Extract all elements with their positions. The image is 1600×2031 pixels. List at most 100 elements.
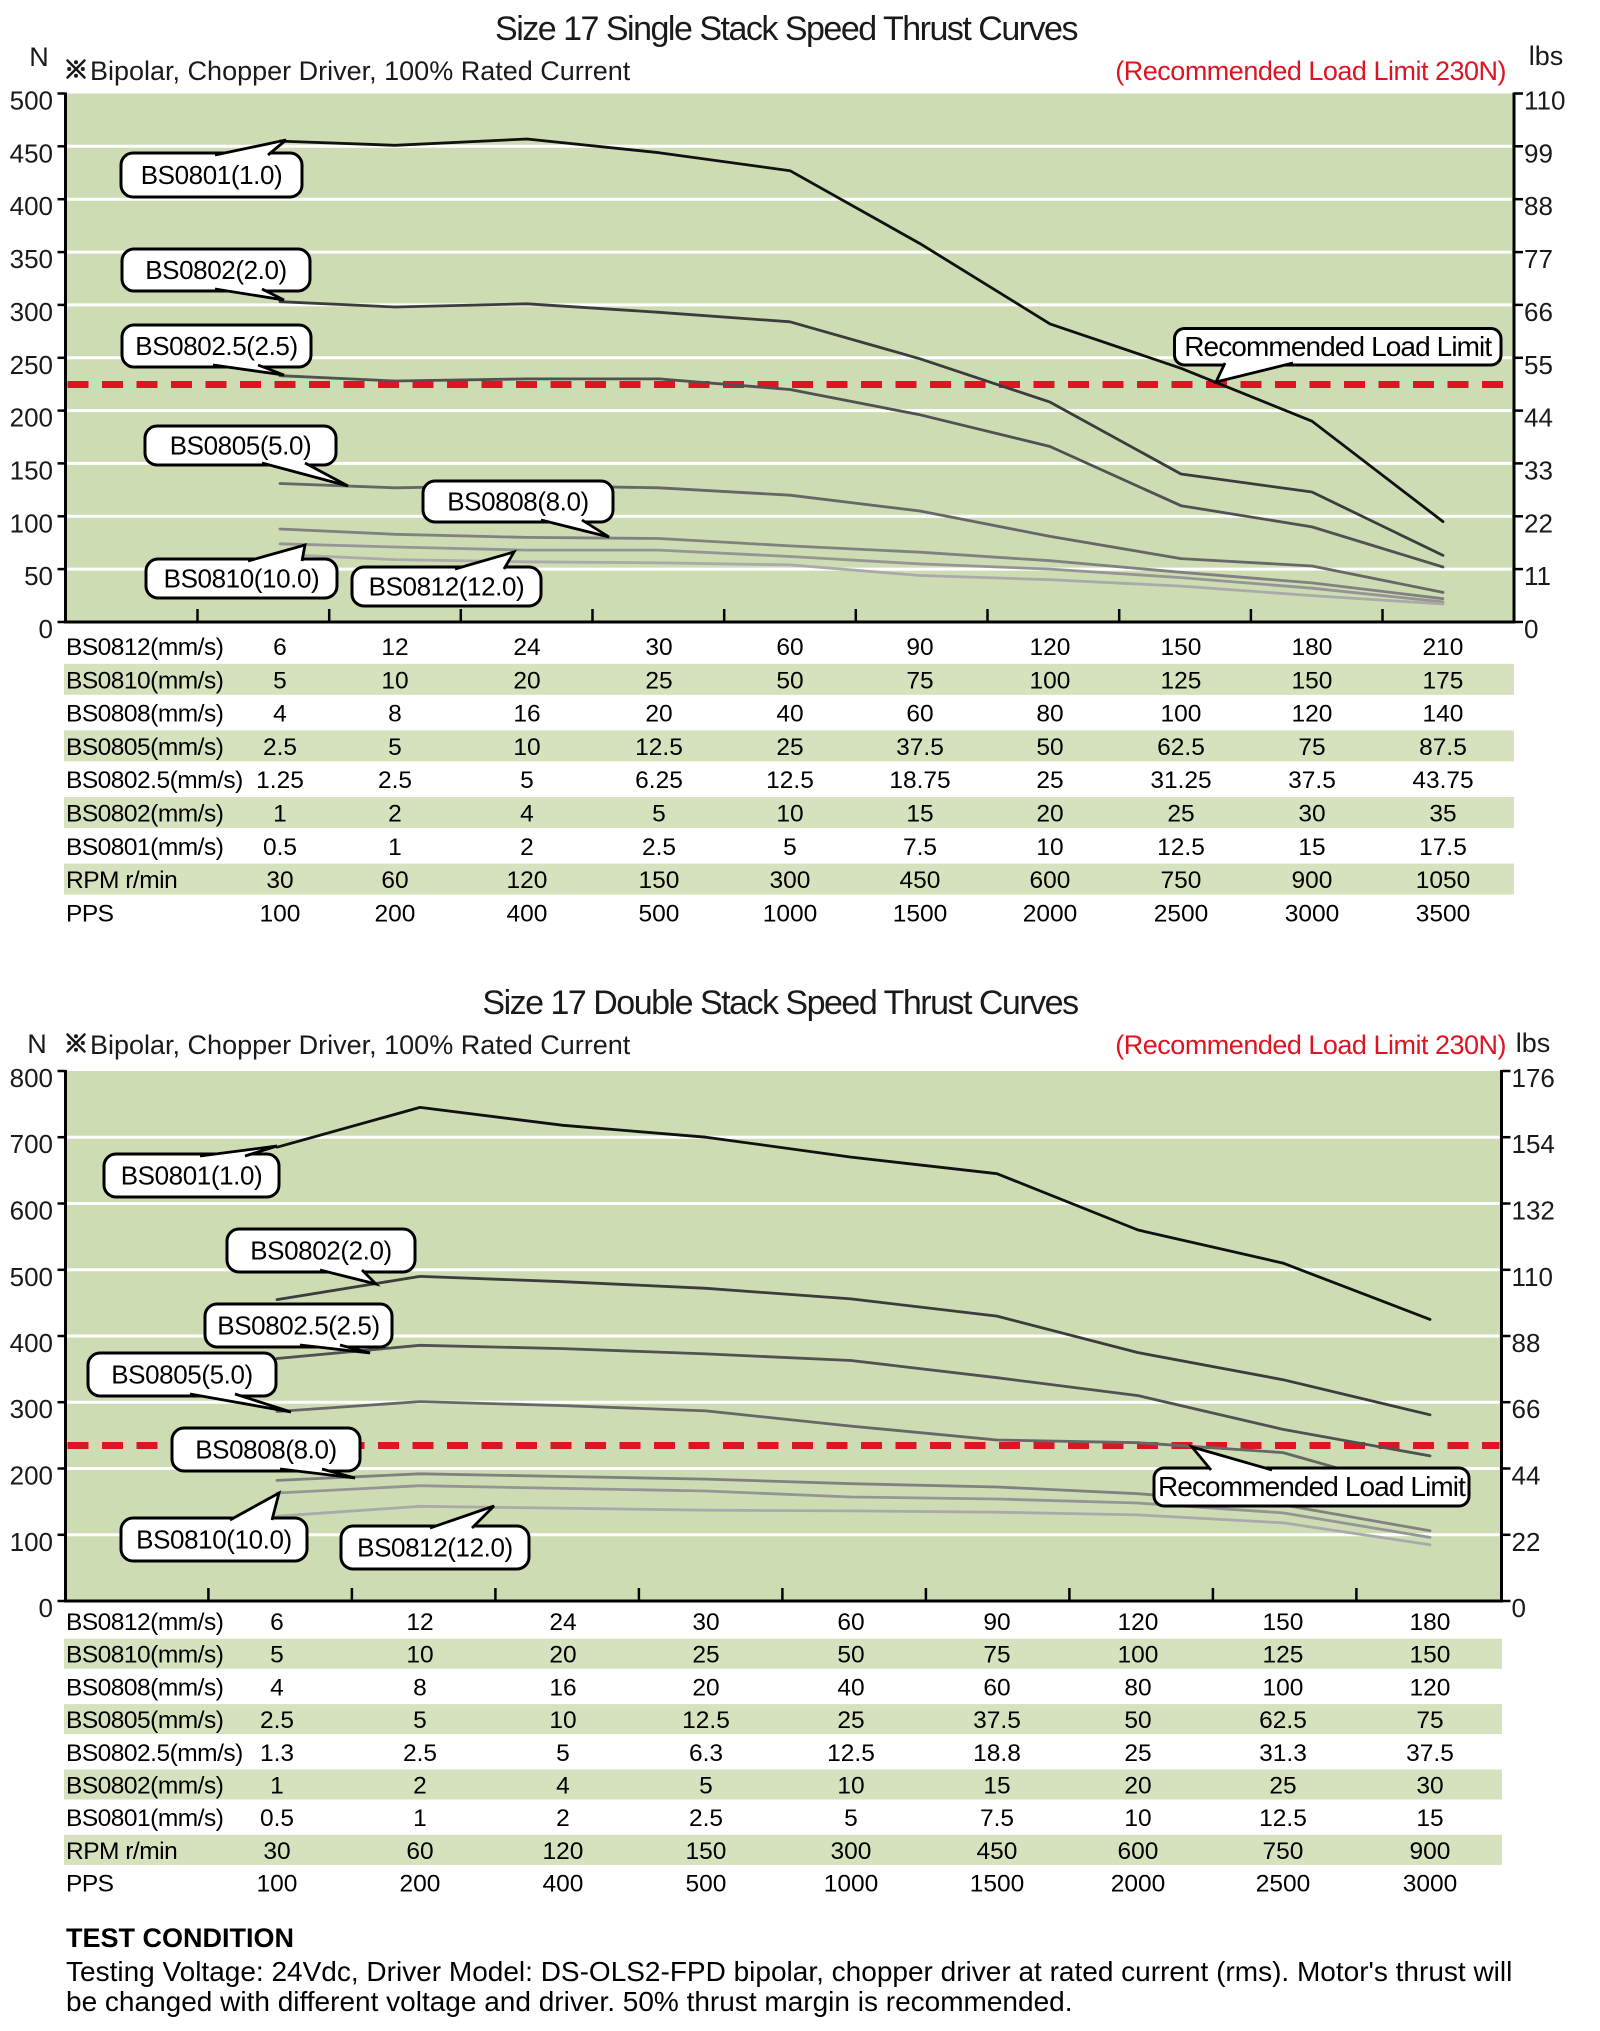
svg-text:700: 700: [10, 1129, 53, 1159]
svg-text:750: 750: [1263, 1838, 1304, 1865]
svg-text:10: 10: [837, 1773, 864, 1800]
svg-text:RPM r/min: RPM r/min: [66, 867, 177, 894]
svg-text:2: 2: [520, 834, 534, 861]
svg-text:50: 50: [1124, 1707, 1151, 1734]
svg-text:PPS: PPS: [66, 1871, 114, 1898]
svg-text:Recommended Load Limit: Recommended Load Limit: [1158, 1471, 1466, 1502]
svg-text:150: 150: [1263, 1609, 1304, 1636]
svg-text:10: 10: [1124, 1805, 1151, 1832]
svg-text:60: 60: [837, 1609, 864, 1636]
svg-text:450: 450: [10, 138, 53, 168]
svg-text:100: 100: [257, 1871, 298, 1898]
svg-text:BS0802(2.0): BS0802(2.0): [145, 255, 287, 285]
svg-text:1000: 1000: [763, 900, 818, 927]
svg-text:11: 11: [1524, 561, 1551, 591]
svg-text:16: 16: [513, 701, 540, 728]
svg-text:80: 80: [1036, 701, 1063, 728]
svg-text:37.5: 37.5: [1406, 1740, 1454, 1767]
svg-text:BS0802.5(2.5): BS0802.5(2.5): [135, 331, 297, 361]
svg-text:180: 180: [1292, 634, 1333, 661]
svg-text:800: 800: [10, 1063, 53, 1093]
svg-text:600: 600: [1030, 867, 1071, 894]
svg-text:50: 50: [1036, 734, 1063, 761]
svg-text:400: 400: [10, 191, 53, 221]
svg-text:33: 33: [1524, 455, 1553, 485]
svg-text:12.5: 12.5: [1157, 834, 1205, 861]
svg-text:300: 300: [831, 1838, 872, 1865]
svg-text:10: 10: [776, 801, 803, 828]
svg-text:37.5: 37.5: [973, 1707, 1021, 1734]
svg-text:2.5: 2.5: [642, 834, 676, 861]
svg-text:50: 50: [24, 561, 53, 591]
svg-text:20: 20: [692, 1674, 719, 1701]
svg-text:300: 300: [10, 297, 53, 327]
svg-text:1.3: 1.3: [260, 1740, 294, 1767]
svg-text:75: 75: [983, 1642, 1010, 1669]
svg-text:31.3: 31.3: [1259, 1740, 1307, 1767]
svg-text:22: 22: [1524, 508, 1553, 538]
svg-text:Bipolar, Chopper Driver, 100%: Bipolar, Chopper Driver, 100% Rated Curr…: [90, 56, 631, 86]
svg-text:5: 5: [270, 1642, 284, 1669]
svg-text:5: 5: [273, 667, 287, 694]
svg-text:120: 120: [1118, 1609, 1159, 1636]
svg-text:5: 5: [520, 767, 534, 794]
svg-text:0.5: 0.5: [260, 1805, 294, 1832]
svg-text:BS0812(12.0): BS0812(12.0): [357, 1533, 513, 1563]
svg-text:31.25: 31.25: [1150, 767, 1211, 794]
svg-text:1050: 1050: [1416, 867, 1471, 894]
svg-text:37.5: 37.5: [1288, 767, 1336, 794]
svg-text:66: 66: [1512, 1394, 1541, 1424]
svg-text:30: 30: [1298, 801, 1325, 828]
svg-text:2: 2: [413, 1773, 427, 1800]
svg-text:250: 250: [10, 350, 53, 380]
svg-text:10: 10: [549, 1707, 576, 1734]
svg-text:120: 120: [1410, 1674, 1451, 1701]
svg-text:62.5: 62.5: [1259, 1707, 1307, 1734]
svg-text:450: 450: [977, 1838, 1018, 1865]
svg-text:12.5: 12.5: [827, 1740, 875, 1767]
svg-text:lbs: lbs: [1529, 41, 1564, 71]
svg-text:100: 100: [10, 508, 53, 538]
svg-text:12.5: 12.5: [1259, 1805, 1307, 1832]
svg-text:BS0808(8.0): BS0808(8.0): [195, 1435, 337, 1465]
svg-text:1: 1: [270, 1773, 284, 1800]
svg-text:60: 60: [406, 1838, 433, 1865]
svg-text:75: 75: [906, 667, 933, 694]
svg-text:500: 500: [10, 1262, 53, 1292]
svg-text:RPM r/min: RPM r/min: [66, 1838, 177, 1865]
svg-text:N: N: [27, 1029, 47, 1059]
svg-text:12: 12: [406, 1609, 433, 1636]
svg-text:BS0801(1.0): BS0801(1.0): [141, 160, 283, 190]
svg-text:(Recommended Load Limit 230N): (Recommended Load Limit 230N): [1115, 56, 1506, 86]
svg-text:BS0810(mm/s): BS0810(mm/s): [66, 667, 223, 694]
svg-text:22: 22: [1512, 1527, 1541, 1557]
svg-text:25: 25: [1124, 1740, 1151, 1767]
svg-text:BS0810(mm/s): BS0810(mm/s): [66, 1642, 223, 1669]
svg-text:15: 15: [1416, 1805, 1443, 1832]
svg-text:5: 5: [699, 1773, 713, 1800]
svg-text:150: 150: [1161, 634, 1202, 661]
svg-text:0: 0: [1524, 614, 1538, 644]
svg-text:66: 66: [1524, 297, 1553, 327]
svg-text:2500: 2500: [1256, 1871, 1311, 1898]
svg-text:600: 600: [10, 1196, 53, 1226]
svg-text:1: 1: [273, 801, 287, 828]
svg-text:900: 900: [1292, 867, 1333, 894]
svg-text:2.5: 2.5: [689, 1805, 723, 1832]
svg-text:30: 30: [266, 867, 293, 894]
svg-text:BS0805(5.0): BS0805(5.0): [111, 1360, 253, 1390]
svg-text:7.5: 7.5: [903, 834, 937, 861]
svg-text:N: N: [29, 42, 49, 72]
svg-text:44: 44: [1524, 403, 1553, 433]
svg-text:Size 17 Double Stack Speed Thr: Size 17 Double Stack Speed Thrust Curves: [482, 984, 1078, 1022]
svg-text:60: 60: [381, 867, 408, 894]
svg-text:BS0812(12.0): BS0812(12.0): [369, 572, 525, 602]
svg-text:Recommended Load Limit: Recommended Load Limit: [1184, 331, 1492, 362]
svg-text:3000: 3000: [1403, 1871, 1458, 1898]
svg-text:100: 100: [1118, 1642, 1159, 1669]
svg-text:35: 35: [1429, 801, 1456, 828]
svg-text:20: 20: [513, 667, 540, 694]
svg-text:2000: 2000: [1111, 1871, 1166, 1898]
svg-text:100: 100: [10, 1527, 53, 1557]
svg-text:110: 110: [1512, 1262, 1553, 1292]
